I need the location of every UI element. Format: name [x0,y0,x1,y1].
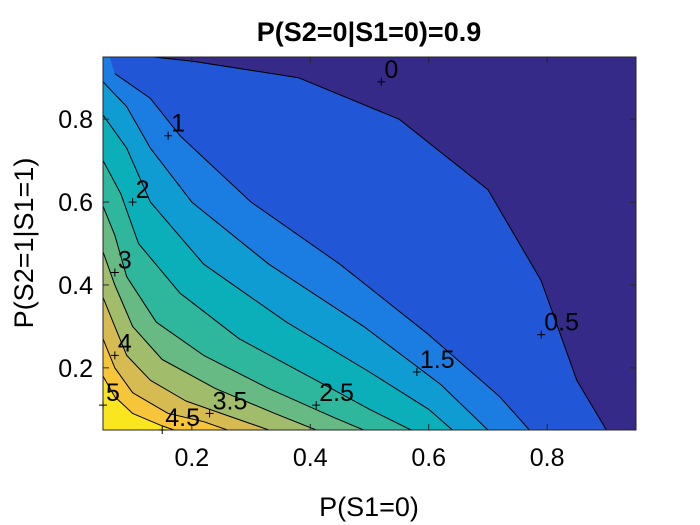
plot-frame [102,56,637,431]
x-axis-label: P(S1=0) [319,492,419,522]
x-tick-label: 0.6 [411,444,446,472]
contour-line [103,160,412,430]
contour-label-marker [205,409,214,418]
contour-level-label: 3 [118,247,132,275]
contour-label-marker [537,330,546,339]
contour-label-marker [377,77,386,86]
contour-label-marker [110,351,119,360]
contour-level-label: 5 [106,379,120,407]
contour-level-label: 2 [136,176,150,204]
y-axis-label: P(S2=1|S1=1) [9,158,39,329]
x-tick-label: 0.2 [174,444,209,472]
contour-line [103,114,453,430]
contour-level-label: 1 [171,110,185,138]
contour-label-marker [412,367,421,376]
contour-level-label: 0 [384,56,398,84]
contour-label-marker [99,401,107,410]
contour-line [103,375,175,430]
contour-line [114,73,530,430]
contour-level-label: 3.5 [213,387,248,415]
contour-label-marker [128,198,137,207]
contour-level-label: 2.5 [319,379,354,407]
contour-label-marker [158,426,167,434]
contour-fill-region [103,57,411,430]
contour-level-label: 0.5 [544,309,579,337]
contour-label-marker [312,401,321,410]
y-tick-label: 0.6 [58,189,93,217]
contour-fill-region [103,57,228,430]
contour-level-label: 4 [118,329,132,357]
contour-line [103,81,489,430]
contour-label-marker [110,268,119,277]
contour-line [148,57,607,430]
y-tick-label: 0.8 [58,106,93,134]
contour-line [103,206,364,430]
y-tick-label: 0.4 [58,272,93,300]
x-tick-label: 0.4 [293,444,328,472]
contour-level-label: 4.5 [165,404,200,432]
chart-title: P(S2=0|S1=0)=0.9 [257,17,481,47]
y-tick-label: 0.2 [58,355,93,383]
contour-fill-region [103,57,175,430]
contour-label-marker [164,131,173,140]
contour-level-label: 1.5 [420,346,455,374]
contour-line [103,338,228,430]
x-tick-label: 0.8 [530,444,565,472]
contour-line [103,297,269,430]
contour-line [103,251,317,430]
contour-fill-region [103,57,364,430]
